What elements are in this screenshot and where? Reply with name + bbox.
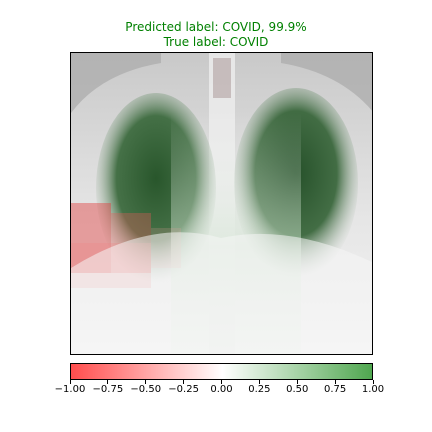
colorbar-tick xyxy=(145,380,147,384)
colorbar-tick xyxy=(258,380,260,384)
true-label-title: True label: COVID xyxy=(163,35,269,49)
colorbar-tick-label: 1.00 xyxy=(361,384,385,395)
colorbar-tick xyxy=(69,380,71,384)
colorbar-tick-label: 0.50 xyxy=(286,384,309,395)
colorbar-tick-label: 0.00 xyxy=(210,384,233,395)
colorbar-tick-label: −0.75 xyxy=(92,384,124,395)
colorbar-tick xyxy=(107,380,109,384)
colorbar-tick xyxy=(372,380,374,384)
colorbar-tick-label: −0.50 xyxy=(130,384,162,395)
colorbar-tick xyxy=(334,380,336,384)
colorbar-gradient xyxy=(71,364,372,379)
colorbar-tick xyxy=(183,380,185,384)
predicted-label-title: Predicted label: COVID, 99.9% xyxy=(125,20,307,34)
colorbar-tick-label: 0.75 xyxy=(323,384,347,395)
colorbar-tick-label: 0.25 xyxy=(248,384,271,395)
colorbar-axis: −1.00 −0.75 −0.50 −0.25 0.00 0.25 0.50 0.75 1.00 xyxy=(0,380,432,410)
colorbar-tick-label: −1.00 xyxy=(54,384,86,395)
colorbar-tick-label: −0.25 xyxy=(168,384,199,395)
colorbar-tick xyxy=(296,380,298,384)
colorbar xyxy=(70,363,373,380)
chest-xray-image xyxy=(70,52,373,355)
colorbar-tick xyxy=(221,380,222,384)
xray-with-attribution-overlay xyxy=(71,53,372,354)
